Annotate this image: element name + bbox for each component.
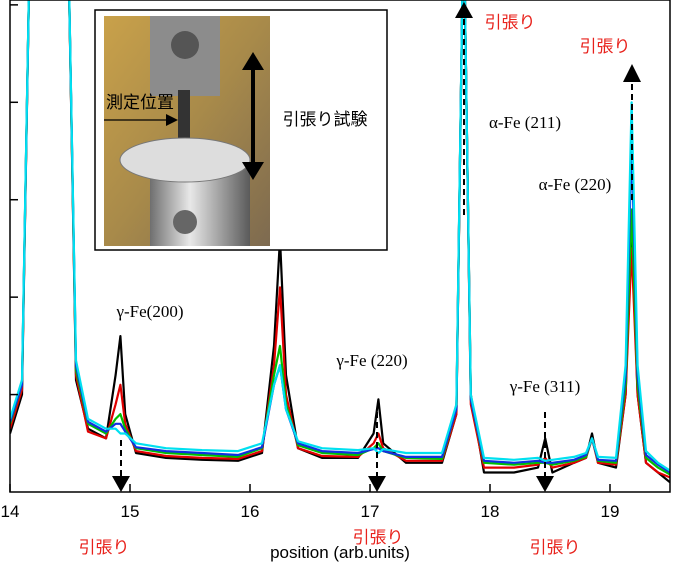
arrow-heads (112, 2, 641, 492)
arrows (120, 18, 633, 478)
plot-frame (9, 0, 671, 493)
inset-label: 測定位置 (106, 93, 174, 113)
tension-label: 引張り (79, 538, 130, 558)
peak-label: α-Fe (211) (489, 113, 561, 132)
inset (94, 9, 388, 251)
inset-label: 引張り試験 (283, 110, 368, 130)
tension-label: 引張り (353, 528, 404, 548)
peak-label: α-Fe (220) (539, 175, 612, 194)
peak-label: γ-Fe (220) (335, 351, 407, 370)
x-tick-label: 17 (361, 502, 380, 521)
series-line (10, 0, 670, 472)
x-axis-label: position (arb.units) (270, 543, 410, 562)
peak-label: γ-Fe(200) (116, 302, 184, 321)
x-tick-label: 19 (601, 502, 620, 521)
x-tick-label: 15 (121, 502, 140, 521)
x-tick-label: 14 (1, 502, 20, 521)
peak-label: γ-Fe (311) (509, 377, 581, 396)
tension-label: 引張り (530, 538, 581, 558)
x-tick-label: 16 (241, 502, 260, 521)
tension-label: 引張り (485, 13, 536, 33)
plot-lines (10, 0, 670, 484)
tension-label: 引張り (580, 37, 631, 57)
x-tick-label: 18 (481, 502, 500, 521)
